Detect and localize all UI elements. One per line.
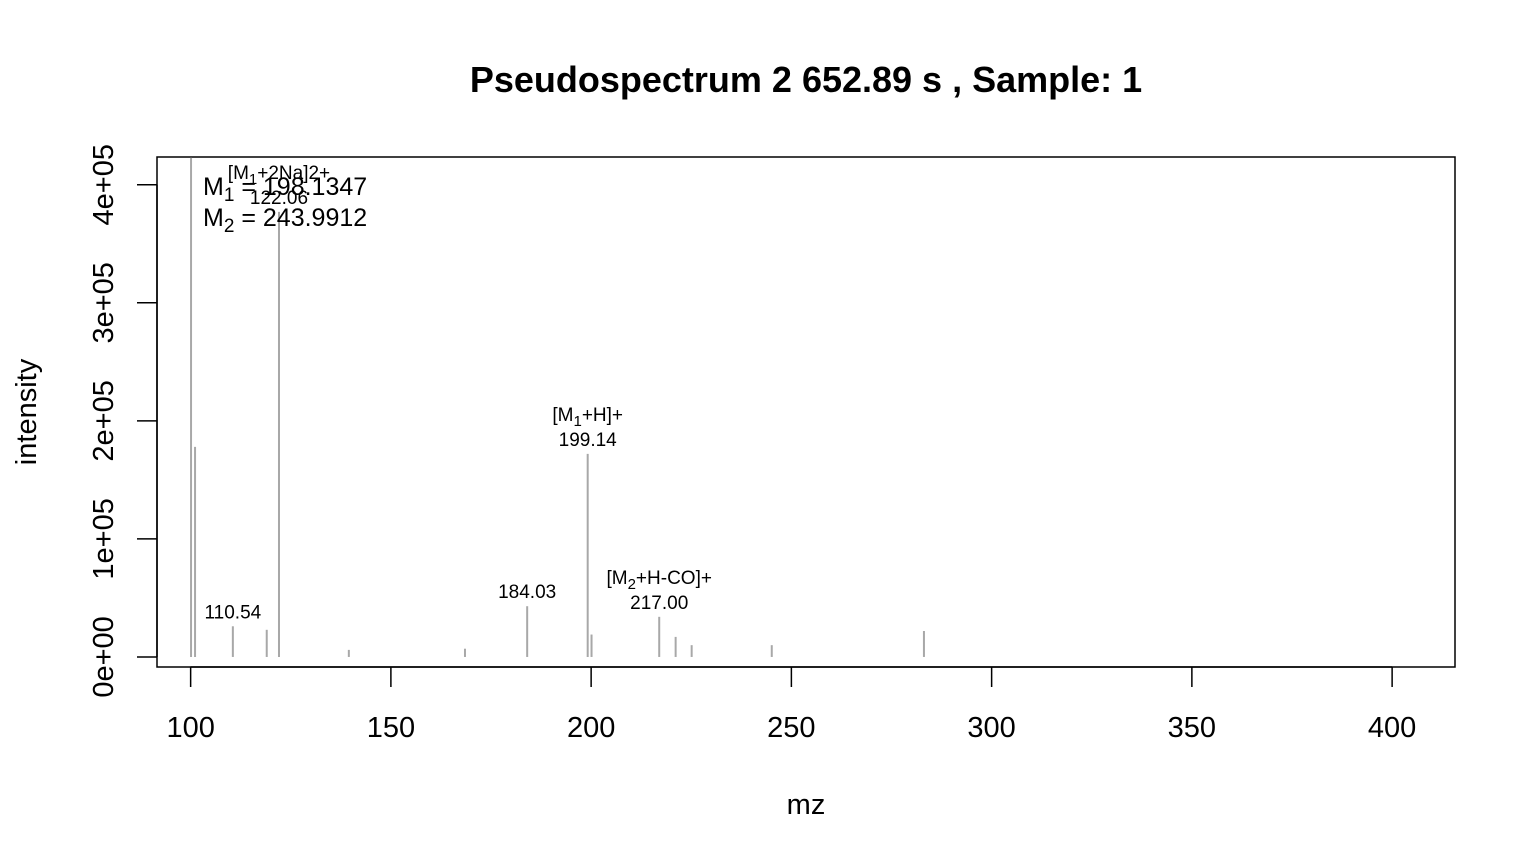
x-tick-label: 100 xyxy=(166,712,214,744)
peak-mz-label: 122.06 xyxy=(250,188,308,209)
y-axis-label: intensity xyxy=(11,358,43,465)
neutral-mass-label: M2 = 243.9912 xyxy=(203,204,367,237)
peak-labels-group: [M1+2Na]2+122.06 110.54 184.03 [M1+H]+199.1… xyxy=(205,163,712,623)
y-axis: 0e+00 1e+05 2e+05 3e+05 4e+05 xyxy=(88,144,158,698)
x-tick-label: 250 xyxy=(767,712,815,744)
chart-title: Pseudospectrum 2 652.89 s , Sample: 1 xyxy=(470,59,1142,100)
peak-ion-label: [M2+H-CO]+ xyxy=(606,568,711,593)
y-tick-label: 3e+05 xyxy=(88,262,120,343)
peak-mz-label: 217.00 xyxy=(630,593,688,614)
peak-ion-label: [M1+2Na]2+ xyxy=(228,163,330,188)
peak-mz-label: 110.54 xyxy=(205,602,262,623)
y-tick-label: 2e+05 xyxy=(88,380,120,461)
plot-area-frame xyxy=(156,156,1456,668)
y-tick-label: 0e+00 xyxy=(88,616,120,697)
y-tick-label: 1e+05 xyxy=(88,498,120,579)
x-axis-label: mz xyxy=(787,789,826,821)
x-tick-label: 150 xyxy=(367,712,415,744)
x-tick-label: 400 xyxy=(1368,712,1416,744)
x-tick-label: 200 xyxy=(567,712,615,744)
peak-mz-label: 184.03 xyxy=(498,582,556,603)
peak-ion-label: [M1+H]+ xyxy=(552,405,623,430)
x-axis: 100 150 200 250 300 350 400 xyxy=(166,666,1416,744)
neutral-mass-label: M1 = 198.1347 xyxy=(203,173,367,206)
y-tick-label: 4e+05 xyxy=(88,144,120,225)
x-tick-label: 350 xyxy=(1168,712,1216,744)
x-tick-label: 300 xyxy=(967,712,1015,744)
peak-mz-label: 199.14 xyxy=(559,430,618,451)
peaks-group xyxy=(190,157,925,657)
